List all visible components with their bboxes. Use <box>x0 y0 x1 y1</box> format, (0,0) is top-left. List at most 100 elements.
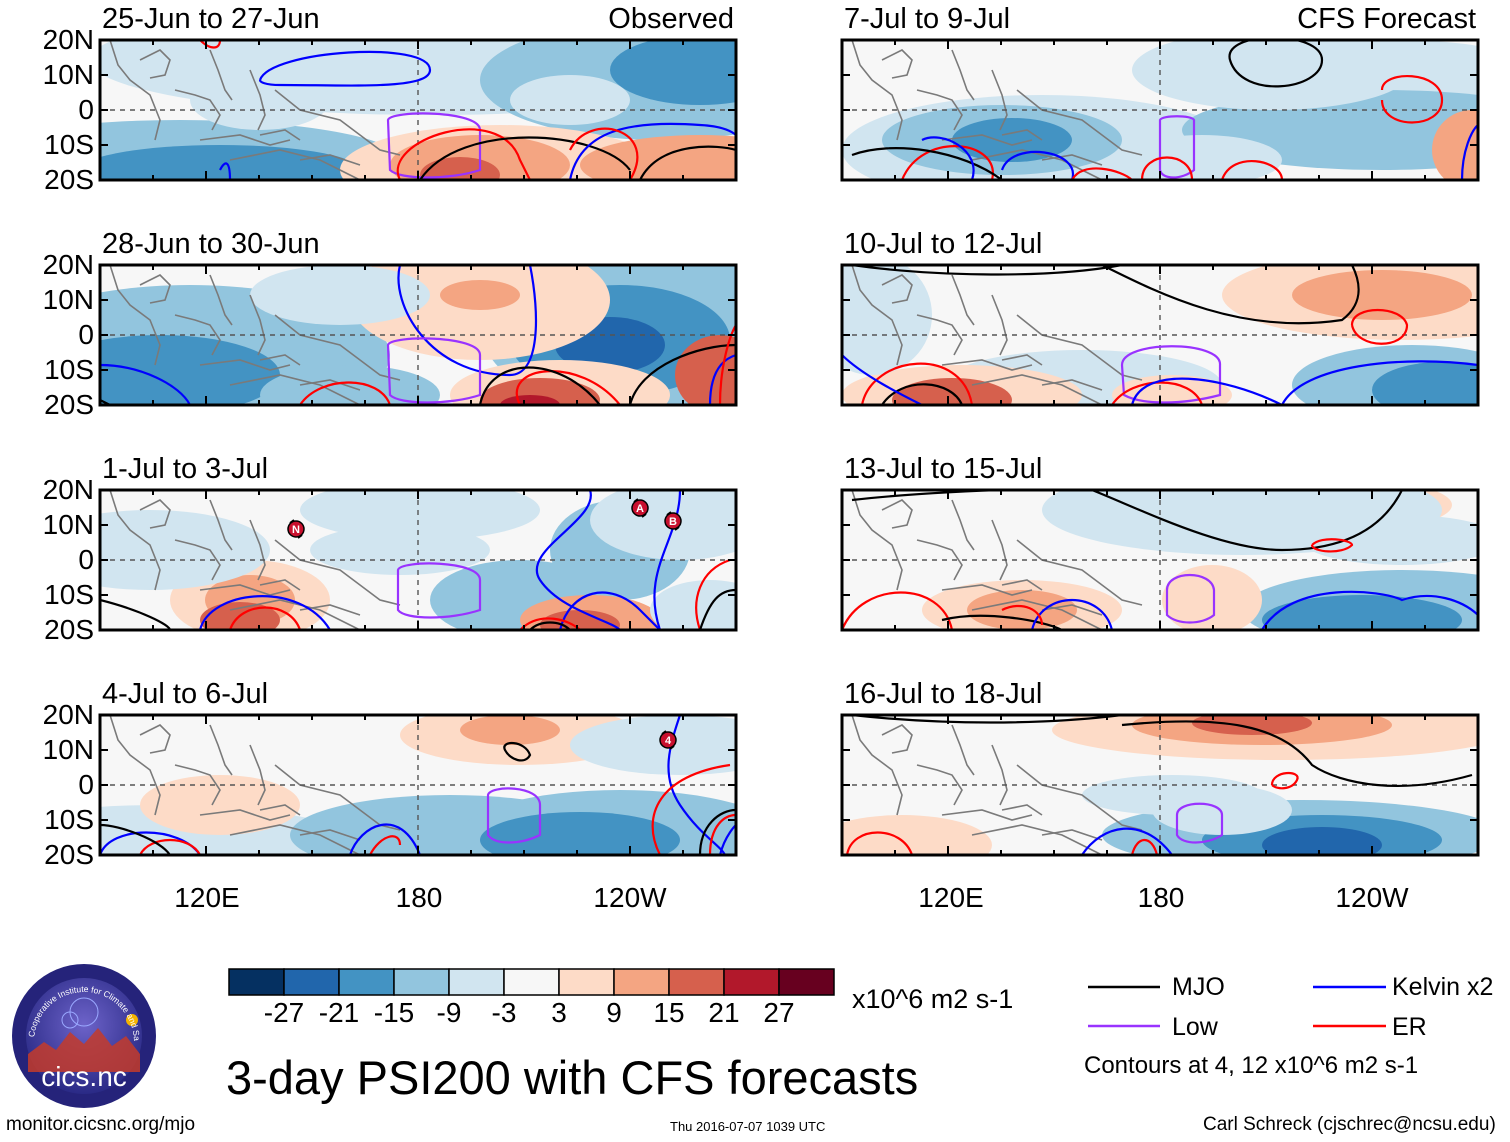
coastline <box>971 149 1103 180</box>
er-contour <box>1130 838 1159 855</box>
coastline <box>249 519 266 581</box>
er-contour <box>1140 156 1194 180</box>
er-contour <box>708 813 736 855</box>
coastline <box>274 314 401 381</box>
lat-label: 20N <box>42 249 94 280</box>
map-panel <box>840 263 1480 407</box>
psi-anomaly-region <box>1122 135 1282 180</box>
cicsnc-logo: Cooperative Institute for Climate and Sa… <box>10 962 156 1108</box>
colorbar-tick-label: 9 <box>606 997 622 1028</box>
kelvin-contour <box>198 595 331 630</box>
psi-anomaly-region <box>580 135 736 180</box>
panel-date-range: 4-Jul to 6-Jul <box>102 678 269 710</box>
mjo-contour <box>100 823 171 855</box>
lat-label: 0 <box>78 544 94 575</box>
colorbar-tick-label: -21 <box>318 997 360 1028</box>
kelvin-contour <box>921 136 975 180</box>
coastline <box>199 134 291 146</box>
colorbar-tick-label: -3 <box>491 997 517 1028</box>
storm-marker: N <box>287 519 305 539</box>
coastline <box>274 89 401 156</box>
coastline <box>249 744 266 806</box>
lon-label-120e: 120E <box>174 882 240 913</box>
psi-anomaly-region <box>440 280 520 310</box>
coastline <box>1001 354 1043 366</box>
coastline <box>941 134 1033 146</box>
coastline <box>941 809 1033 821</box>
coastline <box>851 40 903 141</box>
contour-legend-lines <box>1088 985 1386 1028</box>
kelvin-contour <box>653 490 682 630</box>
er-contour <box>299 381 392 405</box>
mjo-contour <box>529 621 571 630</box>
kelvin-contour <box>1000 150 1075 180</box>
mjo-contour <box>1121 720 1473 787</box>
mjo-contour <box>851 265 1123 276</box>
coastline <box>851 265 903 366</box>
kelvin-contour <box>348 823 422 855</box>
psi-anomaly-region <box>1162 565 1262 630</box>
coastline <box>249 69 266 131</box>
kelvin-contour <box>1281 360 1478 405</box>
lat-label: 10S <box>44 354 94 385</box>
lat-label: 10N <box>42 284 94 315</box>
colorbar-tick-label: 27 <box>763 997 795 1028</box>
storm-marker-label: A <box>636 503 644 515</box>
coastline <box>174 764 221 806</box>
lat-label: 10N <box>42 734 94 765</box>
lat-label: 20N <box>42 474 94 505</box>
storm-marker-label: N <box>292 524 300 536</box>
coastline <box>109 40 161 141</box>
psi-anomaly-region <box>650 580 736 630</box>
coastline <box>916 764 963 806</box>
psi-anomaly-region <box>1262 595 1462 630</box>
coastline <box>229 599 361 630</box>
coastline <box>274 764 401 831</box>
coastline <box>139 274 171 304</box>
storm-marker: 4 <box>659 730 677 750</box>
kelvin-contour <box>842 354 923 405</box>
er-contour <box>1310 538 1354 553</box>
map-panel <box>98 488 738 632</box>
coastline <box>299 829 361 841</box>
mjo-contour <box>881 383 964 405</box>
mjo-contour <box>503 742 532 762</box>
mjo-contour <box>698 808 736 855</box>
figure-title: 3-day PSI200 with CFS forecasts <box>226 1051 919 1104</box>
psi-anomaly-region <box>842 265 932 375</box>
psi-anomaly-region <box>1192 715 1312 735</box>
coastline <box>174 89 221 131</box>
lat-label: 10N <box>42 59 94 90</box>
coastline <box>174 539 221 581</box>
coastline <box>259 354 301 366</box>
lon-label-180: 180 <box>395 882 443 913</box>
lat-label: 10N <box>42 509 94 540</box>
footer-url[interactable]: monitor.cicsnc.org/mjo <box>6 1114 196 1135</box>
storm-marker: A <box>631 498 649 518</box>
coastline <box>851 490 903 591</box>
coastline <box>274 539 401 606</box>
colorbar-swatch <box>503 968 560 996</box>
colorbar-tick-label: -9 <box>436 997 462 1028</box>
coastline <box>1016 764 1143 831</box>
coastline <box>881 724 913 754</box>
kelvin-contour <box>100 363 191 405</box>
psi-anomaly-region <box>100 335 280 405</box>
kelvin-contour <box>1081 827 1173 855</box>
psi-anomaly-region <box>1132 40 1412 110</box>
er-contour <box>651 763 731 855</box>
er-contour <box>139 838 201 855</box>
er-contour <box>718 324 736 405</box>
er-contour <box>842 591 954 630</box>
coastline <box>881 499 913 529</box>
psi-anomaly-region <box>570 715 736 775</box>
coastline <box>951 274 975 326</box>
colorbar-swatch <box>558 968 615 996</box>
map-panel <box>840 713 1480 857</box>
coastline <box>229 149 361 180</box>
er-contour <box>1350 308 1409 345</box>
coastline <box>991 744 1008 806</box>
coastline <box>1041 154 1103 166</box>
psi-anomaly-region <box>1302 515 1478 565</box>
coastline <box>1041 379 1103 391</box>
